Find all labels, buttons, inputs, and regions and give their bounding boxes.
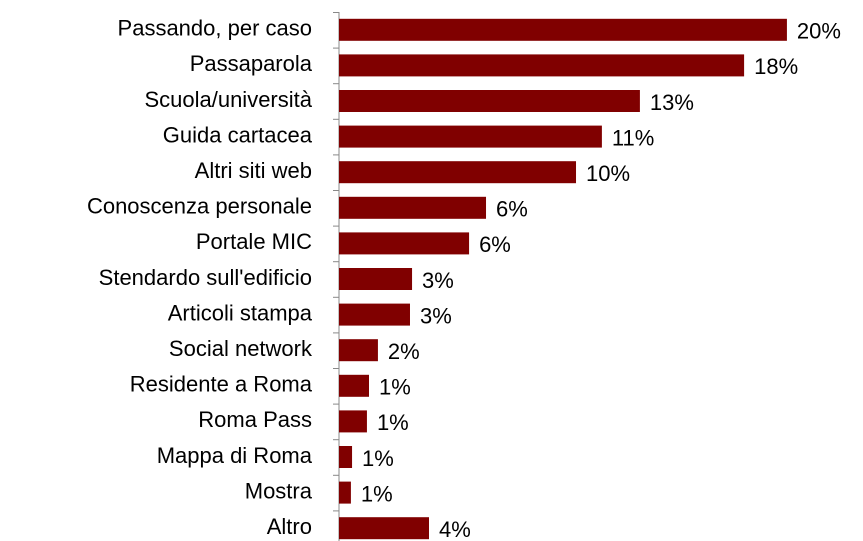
value-label: 6% (496, 197, 528, 222)
bar (339, 54, 745, 77)
bar (339, 196, 487, 219)
category-label: Mappa di Roma (157, 443, 313, 468)
bar (339, 161, 577, 184)
value-label: 4% (439, 517, 471, 541)
value-label: 3% (420, 303, 452, 328)
value-label: 1% (379, 375, 411, 400)
category-label: Residente a Roma (130, 372, 313, 397)
category-label: Altri siti web (195, 158, 312, 183)
bar (339, 339, 378, 362)
category-label: Stendardo sull'edificio (99, 265, 312, 290)
value-label: 6% (479, 232, 511, 257)
category-label: Portale MIC (196, 229, 312, 254)
value-label: 10% (586, 161, 630, 186)
bar (339, 481, 351, 504)
bar (339, 517, 429, 540)
category-label: Mostra (245, 478, 313, 503)
value-label: 1% (377, 410, 409, 435)
category-label: Scuola/università (144, 87, 312, 112)
category-label: Social network (169, 336, 313, 361)
value-label: 1% (361, 481, 393, 506)
value-label: 2% (388, 339, 420, 364)
value-label: 1% (362, 446, 394, 471)
value-label: 3% (422, 268, 454, 293)
category-label: Passando, per caso (118, 16, 312, 41)
bar (339, 446, 353, 468)
bar (339, 90, 640, 112)
bar (339, 18, 787, 41)
bar (339, 374, 369, 397)
category-label: Passaparola (190, 51, 313, 76)
category-label: Altro (267, 514, 312, 539)
value-label: 11% (612, 125, 654, 150)
bar (339, 125, 602, 148)
value-label: 13% (650, 90, 694, 115)
bar (339, 268, 413, 290)
category-label: Roma Pass (198, 407, 312, 432)
category-label: Guida cartacea (163, 122, 313, 147)
bar (339, 410, 367, 433)
value-label: 18% (754, 54, 798, 79)
value-label: 20% (797, 19, 841, 44)
bar (339, 303, 410, 326)
category-label: Conoscenza personale (87, 194, 312, 219)
category-label: Articoli stampa (168, 300, 313, 325)
bar (339, 232, 470, 255)
